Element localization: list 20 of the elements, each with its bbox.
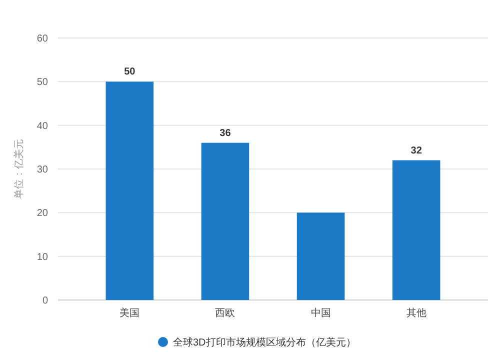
bar	[106, 82, 154, 300]
y-tick-label: 30	[36, 164, 48, 176]
x-tick-label: 西欧	[215, 308, 236, 319]
y-tick-label: 50	[36, 77, 48, 88]
data-label: 36	[220, 128, 232, 139]
legend-label: 全球3D打印市场规模区域分布（亿美元）	[173, 336, 356, 348]
y-tick-label: 20	[36, 208, 48, 220]
data-label: 32	[410, 145, 422, 156]
x-tick-label: 中国	[310, 307, 331, 319]
bar	[392, 160, 440, 300]
data-label: 50	[124, 66, 136, 78]
bar	[296, 212, 345, 300]
bar	[201, 142, 250, 300]
y-tick-label: 10	[36, 252, 48, 263]
y-tick-label: 40	[36, 120, 48, 132]
x-tick-label: 美国	[120, 307, 140, 319]
y-axis-title: 单位：亿美元	[13, 139, 25, 199]
x-tick-label: 其他	[406, 307, 426, 319]
y-tick-label: 0	[42, 296, 48, 306]
y-tick-label: 60	[36, 34, 48, 44]
